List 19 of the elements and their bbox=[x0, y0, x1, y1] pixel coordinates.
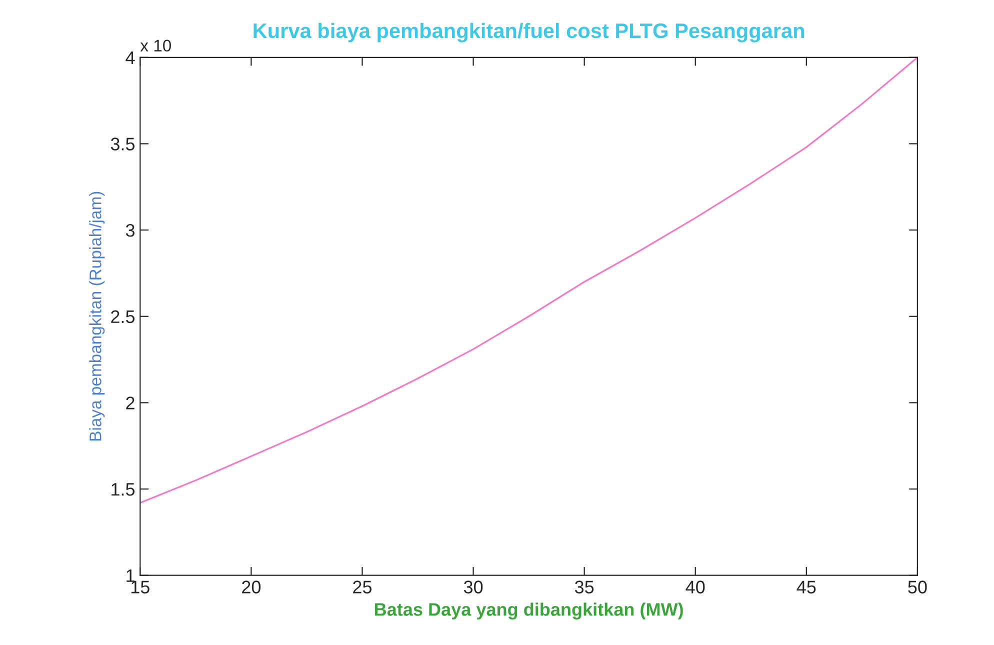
y-tick-label: 2.5 bbox=[111, 310, 135, 324]
y-tick-label: 3.5 bbox=[110, 138, 135, 150]
text: x 10 bbox=[140, 40, 172, 52]
x-tick-label: 15 bbox=[131, 580, 150, 594]
y-tick-label: 2 bbox=[126, 396, 134, 410]
y-tick-label: 1.5 bbox=[112, 483, 135, 496]
x-tick-label: 45 bbox=[796, 580, 816, 594]
x-axis-title: Batas Daya yang dibangkitkan (MW) bbox=[375, 602, 683, 620]
y-tick-label: 4 bbox=[126, 52, 135, 64]
x-tick-label: 50 bbox=[908, 580, 927, 594]
x-tick-label: 20 bbox=[242, 580, 261, 594]
x-tick-label: 40 bbox=[686, 580, 705, 594]
y-tick-label: 1 bbox=[126, 569, 134, 582]
x-tick-label: 30 bbox=[464, 580, 483, 594]
x-tick-label: 25 bbox=[353, 580, 372, 594]
y-axis-title: Biaya pembangkitan (Rupiah/jam) bbox=[89, 192, 105, 441]
x-tick-label: 35 bbox=[574, 580, 594, 594]
chart-title: Kurva biaya pembangkitan/fuel cost PLTG Pesanggaran bbox=[254, 22, 804, 42]
y-tick-label: 3 bbox=[126, 224, 134, 237]
